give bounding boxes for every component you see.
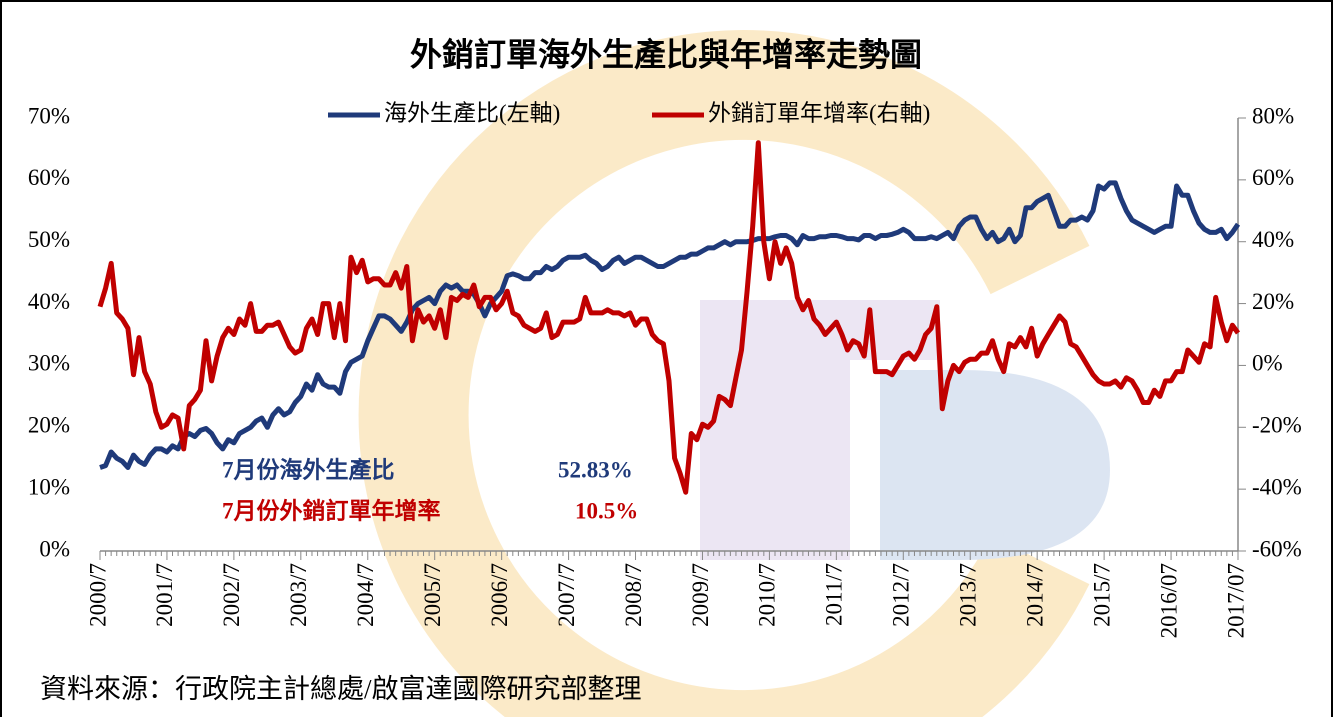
y2-tick-label: 20% — [1252, 289, 1294, 314]
legend-label: 海外生產比(左軸) — [384, 100, 560, 125]
y-tick-label: 60% — [28, 165, 70, 190]
y-tick-label: 0% — [39, 536, 70, 561]
x-tick-label: 2012/7 — [889, 563, 914, 627]
y-tick-label: 40% — [28, 289, 70, 314]
chart-title: 外銷訂單海外生產比與年增率走勢圖 — [410, 36, 922, 72]
legend-label: 外銷訂單年增率(右軸) — [708, 100, 930, 125]
x-tick-label: 2000/7 — [85, 563, 110, 627]
y-tick-label: 50% — [28, 227, 70, 252]
series-line — [99, 180, 1241, 470]
x-tick-label: 2008/7 — [621, 563, 646, 627]
x-tick-label: 2003/7 — [286, 563, 311, 627]
annotation: 7月份外銷訂單年增率 — [222, 497, 441, 523]
x-tick-label: 2010/7 — [755, 563, 780, 627]
y-tick-label: 10% — [28, 474, 70, 499]
x-tick-label: 2015/7 — [1089, 563, 1114, 627]
y2-tick-label: 80% — [1252, 103, 1294, 128]
y-tick-label: 30% — [28, 351, 70, 376]
y2-tick-label: -40% — [1252, 474, 1302, 499]
x-tick-label: 2005/7 — [420, 563, 445, 627]
y2-tick-label: -60% — [1252, 536, 1302, 561]
x-tick-label: 2014/7 — [1022, 563, 1047, 627]
y-tick-label: 70% — [28, 103, 70, 128]
x-tick-label: 2006/7 — [487, 563, 512, 627]
x-tick-label: 2009/7 — [688, 563, 713, 627]
source: 資料來源：行政院主計總處/啟富達國際研究部整理 — [40, 674, 642, 704]
x-tick-label: 2011/7 — [822, 563, 847, 626]
x-tick-label: 2013/7 — [956, 563, 981, 627]
x-tick-label: 2007/7 — [554, 563, 579, 627]
annotation-value: 10.5% — [575, 498, 638, 523]
series-line — [97, 140, 1241, 495]
y2-tick-label: -20% — [1252, 413, 1302, 438]
y-tick-label: 20% — [28, 413, 70, 438]
x-tick-label: 2001/7 — [152, 563, 177, 627]
x-tick-label: 2016/07 — [1156, 563, 1181, 638]
annotation: 7月份海外生產比 — [222, 456, 395, 482]
annotation-value: 52.83% — [558, 457, 633, 482]
x-tick-label: 2017/07 — [1223, 563, 1248, 638]
y2-tick-label: 0% — [1252, 351, 1283, 376]
watermark — [358, 30, 1110, 717]
x-tick-label: 2004/7 — [353, 563, 378, 627]
y2-tick-label: 60% — [1252, 165, 1294, 190]
y2-tick-label: 40% — [1252, 227, 1294, 252]
x-tick-label: 2002/7 — [219, 563, 244, 627]
